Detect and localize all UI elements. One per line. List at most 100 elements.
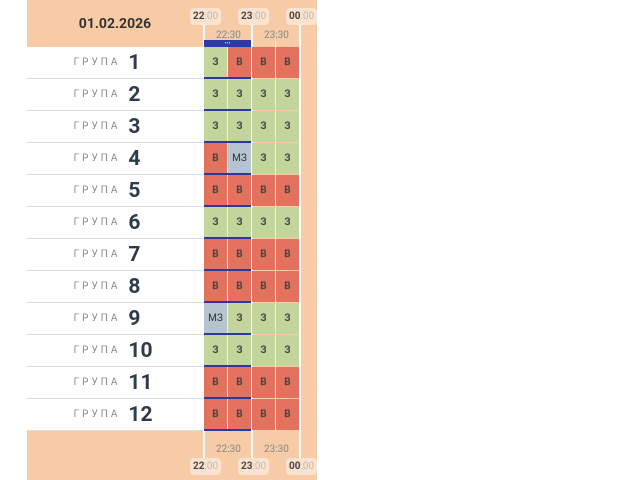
hour-line — [299, 25, 301, 465]
schedule-cell[interactable]: З — [252, 303, 275, 334]
group-number: 7 — [128, 242, 141, 267]
schedule-cell[interactable]: З — [276, 143, 299, 174]
current-hour-marker — [204, 365, 251, 367]
group-row-11[interactable]: ГРУПА 11 — [27, 367, 203, 399]
schedule-cell[interactable]: В — [252, 399, 275, 430]
schedule-cell[interactable]: З — [228, 335, 251, 366]
current-hour-marker — [204, 205, 251, 207]
schedule-cell[interactable]: В — [204, 271, 227, 302]
group-row-5[interactable]: ГРУПА 5 — [27, 175, 203, 207]
schedule-cell[interactable]: З — [252, 207, 275, 238]
more-indicator[interactable]: ••• — [204, 40, 251, 47]
schedule-cell[interactable]: В — [204, 143, 227, 174]
schedule-cell[interactable]: З — [204, 335, 227, 366]
group-label: ГРУПА — [73, 185, 121, 196]
schedule-cell[interactable]: В — [228, 239, 251, 270]
half-hour-label: 23:30 — [264, 30, 289, 41]
schedule-cell[interactable]: З — [276, 79, 299, 110]
schedule-cell[interactable]: З — [276, 111, 299, 142]
group-number: 1 — [128, 50, 141, 75]
hour: 22 — [193, 11, 205, 22]
schedule-cell[interactable]: В — [228, 175, 251, 206]
schedule-cell[interactable]: В — [252, 271, 275, 302]
schedule-cell[interactable]: В — [204, 175, 227, 206]
half-hour-label: 22:30 — [216, 30, 241, 41]
schedule-cell[interactable]: МЗ — [228, 143, 251, 174]
group-row-12[interactable]: ГРУПА 12 — [27, 399, 203, 431]
hour: 00 — [289, 461, 301, 472]
group-number: 8 — [128, 274, 141, 299]
group-row-4[interactable]: ГРУПА 4 — [27, 143, 203, 175]
schedule-cell[interactable]: В — [276, 367, 299, 398]
group-label: ГРУПА — [73, 89, 121, 100]
schedule-cell[interactable]: З — [252, 143, 275, 174]
group-number: 11 — [128, 370, 153, 395]
group-number: 3 — [128, 114, 141, 139]
group-label: ГРУПА — [73, 377, 121, 388]
schedule-cell[interactable]: З — [204, 207, 227, 238]
schedule-cell[interactable]: В — [276, 47, 299, 78]
current-hour-marker — [204, 301, 251, 303]
schedule-cell[interactable]: З — [252, 79, 275, 110]
group-row-3[interactable]: ГРУПА 3 — [27, 111, 203, 143]
minutes: :00 — [252, 11, 267, 22]
schedule-cell[interactable]: З — [276, 207, 299, 238]
minutes: :00 — [300, 461, 315, 472]
schedule-cell[interactable]: В — [276, 175, 299, 206]
schedule-cell[interactable]: В — [276, 271, 299, 302]
group-row-10[interactable]: ГРУПА 10 — [27, 335, 203, 367]
schedule-cell[interactable]: В — [228, 47, 251, 78]
schedule-cell[interactable]: В — [204, 399, 227, 430]
current-hour-marker — [204, 397, 251, 399]
schedule-cell[interactable]: З — [252, 111, 275, 142]
hour-label: 22:00 — [190, 8, 222, 25]
group-label: ГРУПА — [73, 281, 121, 292]
schedule-cell[interactable]: З — [204, 111, 227, 142]
schedule-cell[interactable]: В — [228, 399, 251, 430]
schedule-cell[interactable]: В — [204, 239, 227, 270]
schedule-cell[interactable]: МЗ — [204, 303, 227, 334]
group-row-6[interactable]: ГРУПА 6 — [27, 207, 203, 239]
schedule-cell[interactable]: В — [252, 367, 275, 398]
group-row-9[interactable]: ГРУПА 9 — [27, 303, 203, 335]
group-row-8[interactable]: ГРУПА 8 — [27, 271, 203, 303]
schedule-cell[interactable]: В — [204, 367, 227, 398]
group-label: ГРУПА — [73, 313, 121, 324]
schedule-cell[interactable]: В — [228, 271, 251, 302]
current-hour-marker — [204, 109, 251, 111]
schedule-cell[interactable]: В — [276, 239, 299, 270]
group-number: 5 — [128, 178, 141, 203]
minutes: :00 — [204, 11, 219, 22]
schedule-cell[interactable]: З — [228, 79, 251, 110]
current-hour-marker — [204, 173, 251, 175]
schedule-cell[interactable]: З — [276, 303, 299, 334]
schedule-cell[interactable]: З — [252, 335, 275, 366]
group-number: 9 — [128, 306, 141, 331]
hour-label: 23:00 — [238, 458, 270, 475]
hour: 00 — [289, 11, 301, 22]
schedule-cell[interactable]: З — [204, 79, 227, 110]
current-hour-marker — [204, 333, 251, 335]
minutes: :00 — [204, 461, 219, 472]
schedule-cell[interactable]: З — [228, 207, 251, 238]
minutes: :00 — [300, 11, 315, 22]
group-row-7[interactable]: ГРУПА 7 — [27, 239, 203, 271]
hour-label: 00:00 — [286, 458, 318, 475]
date-label: 01.02.2026 — [78, 15, 152, 32]
schedule-cell[interactable]: В — [276, 399, 299, 430]
schedule-cell[interactable]: В — [228, 367, 251, 398]
group-number: 4 — [128, 146, 141, 171]
schedule-cell[interactable]: З — [228, 303, 251, 334]
group-number: 12 — [128, 402, 153, 427]
group-row-1[interactable]: ГРУПА 1 — [27, 47, 203, 79]
group-number: 10 — [128, 338, 153, 363]
schedule-cell[interactable]: З — [228, 111, 251, 142]
schedule-cell[interactable]: З — [204, 47, 227, 78]
group-row-2[interactable]: ГРУПА 2 — [27, 79, 203, 111]
schedule-cell[interactable]: В — [252, 175, 275, 206]
schedule-cell[interactable]: В — [252, 47, 275, 78]
schedule-cell[interactable]: З — [276, 335, 299, 366]
half-hour-line — [275, 40, 276, 432]
hour: 23 — [241, 11, 253, 22]
schedule-cell[interactable]: В — [252, 239, 275, 270]
